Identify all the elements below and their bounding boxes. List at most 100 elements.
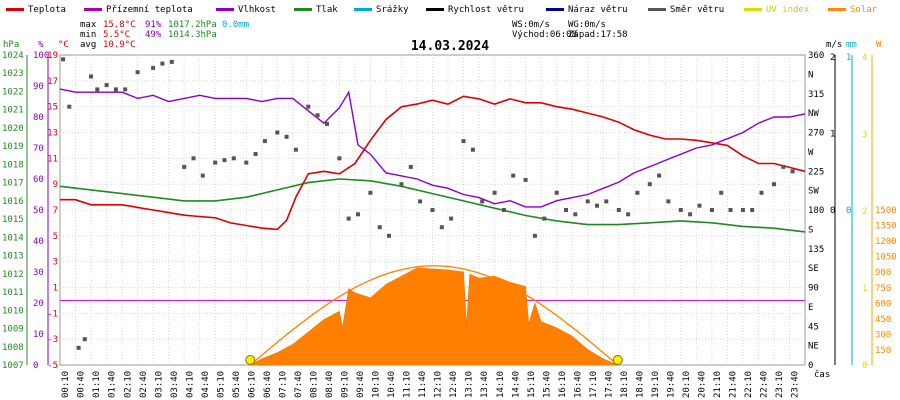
temp-tick: 11: [47, 154, 58, 164]
temp-tick: 1: [53, 284, 58, 294]
ms-tick: 0: [830, 206, 835, 216]
series-lines: [59, 57, 806, 350]
pct-unit: %: [38, 40, 44, 50]
time-tick: 16:40: [573, 371, 583, 398]
wind-dir-point: [449, 216, 454, 221]
wind-dir-point: [532, 233, 537, 238]
series-vlhkost: [59, 88, 806, 208]
wind-dir-point: [719, 190, 724, 195]
wind-dir-point: [626, 212, 631, 217]
hpa-tick: 1015: [2, 215, 24, 225]
wind-dir-point: [666, 199, 671, 204]
wind-dir-point: [740, 208, 745, 212]
time-tick: 04:10: [185, 371, 195, 398]
wind-dir-point: [470, 147, 475, 152]
ms-tick: 1: [830, 130, 835, 140]
series-solar-area: [250, 267, 618, 366]
wind-dir-point: [315, 113, 320, 118]
wind-dir-point: [275, 130, 280, 135]
legend-swatch: [294, 8, 312, 11]
wind-dir-point: [244, 160, 249, 165]
uv-tick: 2: [862, 207, 867, 217]
wind-dir-point: [67, 104, 72, 109]
stat-rain: 0.0mm: [222, 20, 249, 30]
time-tick: 20:10: [682, 371, 692, 398]
ms-tick: 2: [830, 53, 835, 63]
dir-tick: 180: [808, 206, 824, 216]
wind-dir-point: [585, 199, 590, 204]
wind-dir-point: [616, 208, 621, 212]
temp-tick: 19: [47, 51, 58, 61]
watt-unit: W: [876, 40, 882, 50]
wind-dir-point: [368, 190, 373, 195]
hpa-tick: 1016: [2, 197, 24, 207]
wind-dir-point: [647, 182, 652, 187]
wind-dir-point: [635, 190, 640, 195]
time-tick: 11:10: [403, 371, 413, 398]
solar-max-arc: [249, 265, 619, 366]
time-tick: 18:40: [635, 371, 645, 398]
wind-dir-point: [492, 190, 497, 195]
wind-dir-point: [542, 216, 547, 221]
wind-dir-point: [200, 173, 205, 178]
temp-tick: 9: [53, 180, 58, 190]
sunset-text: Západ:17:58: [568, 30, 628, 40]
wind-dir-point: [113, 87, 118, 92]
dir-tick: N: [808, 70, 813, 80]
wind-dir-point: [95, 87, 100, 92]
time-tick: 23:40: [791, 371, 801, 398]
time-tick: 08:40: [325, 371, 335, 398]
time-tick: 22:10: [744, 371, 754, 398]
wind-dir-point: [377, 225, 382, 230]
wind-dir-point: [697, 203, 702, 208]
hpa-tick: 1012: [2, 270, 24, 280]
temp-tick: 15: [47, 103, 58, 113]
dir-tick: 0: [808, 361, 813, 371]
mm-unit: mm: [846, 40, 857, 50]
hpa-tick: 1018: [2, 160, 24, 170]
time-tick: 06:10: [247, 371, 257, 398]
watt-tick: 450: [875, 315, 891, 325]
time-tick: 10:10: [372, 371, 382, 398]
wind-dir-point: [604, 199, 609, 204]
temp-tick: -1: [47, 309, 58, 319]
wind-dir-point: [595, 203, 599, 208]
temp-tick: -3: [47, 335, 58, 345]
hpa-tick: 1007: [2, 361, 24, 371]
pct-tick: 10: [33, 330, 44, 340]
series-teplota: [60, 95, 806, 231]
hpa-tick: 1023: [2, 69, 24, 79]
legend-label: Tlak: [316, 5, 338, 15]
dir-tick: SW: [808, 187, 819, 197]
legend: Teplota Přízemní teplota Vlhkost Tlak Srážky…: [6, 5, 878, 15]
stat-temp: 15.8°C: [103, 20, 136, 30]
pct-tick: 0: [33, 361, 38, 371]
time-tick: 05:10: [216, 371, 226, 398]
hpa-tick: 1020: [2, 124, 24, 134]
time-tick: 01:10: [92, 371, 102, 398]
legend-label: Srážky: [376, 5, 409, 15]
dir-tick: SE: [808, 264, 819, 274]
time-tick: 23:10: [775, 371, 785, 398]
wind-dir-point: [750, 208, 755, 212]
dir-tick: 90: [808, 284, 819, 294]
pct-tick: 40: [33, 237, 44, 247]
wind-dir-point: [151, 65, 156, 70]
uv-tick: 4: [862, 53, 867, 63]
wind-dir-point: [564, 208, 568, 212]
watt-tick: 300: [875, 330, 891, 340]
uv-tick: 0: [862, 361, 867, 371]
legend-label: UV index: [766, 5, 810, 15]
time-tick: 15:40: [542, 371, 552, 398]
wind-dir-point: [104, 83, 109, 88]
dir-tick: 135: [808, 245, 824, 255]
time-tick: 16:10: [558, 371, 568, 398]
wind-dir-point: [511, 173, 516, 178]
time-tick: 06:40: [263, 371, 273, 398]
time-tick: 12:40: [449, 371, 459, 398]
wind-dir-point: [772, 182, 776, 187]
stat-label: max: [80, 20, 97, 30]
dir-tick: 225: [808, 167, 824, 177]
hpa-tick: 1009: [2, 325, 24, 335]
wind-dir-point: [480, 199, 485, 204]
